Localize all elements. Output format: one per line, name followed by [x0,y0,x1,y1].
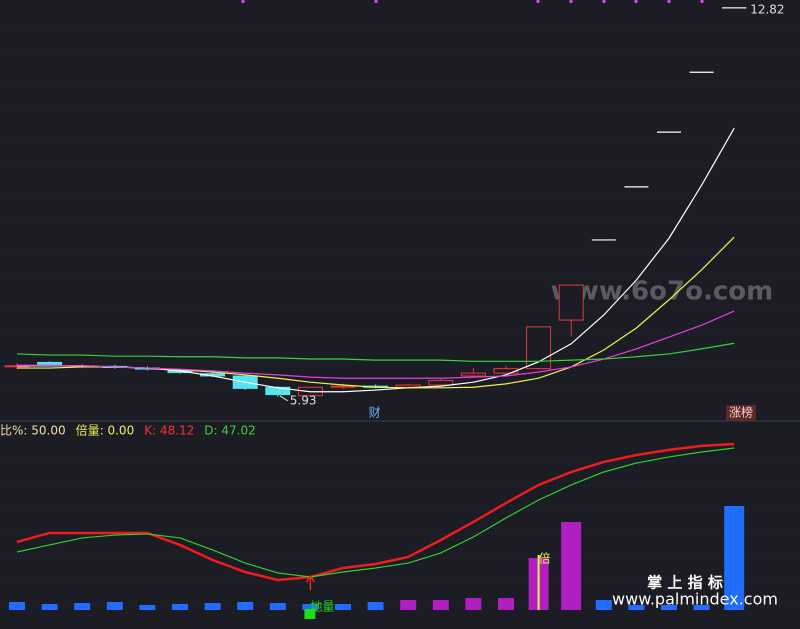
bar [561,522,582,610]
up-arrow [305,575,316,590]
marker-zhangbang: 涨榜 [729,405,753,420]
bar [9,602,25,610]
bar [172,604,188,610]
bar [269,603,286,610]
price-annotation: 12.82 [750,2,784,16]
bar [41,604,58,610]
kd-line [16,442,735,582]
top-dot [569,0,573,3]
bar [724,506,745,610]
watermark: www.6o7o.com [551,277,773,307]
bar [595,600,612,610]
bar [432,600,449,610]
bar [335,604,351,610]
watermark-cn: 掌 上 指 标 [647,574,723,592]
bar [661,605,677,610]
bar [465,598,482,610]
watermark-url: www.palmindex.com [612,590,778,609]
bar [302,604,319,610]
annot-arrow [279,395,289,402]
top-dot [374,0,378,3]
marker-bg [726,405,756,421]
bar [139,605,156,610]
legend-entry: 比%: 50.00 [0,424,66,438]
top-dot [241,0,245,3]
kd-line [16,447,735,578]
marker-bei: 倍 [539,551,551,566]
ma-line [17,310,735,379]
marker-cai: 财 [369,406,381,420]
top-dot [602,0,606,3]
bar [367,602,384,610]
bar [693,605,710,610]
top-dot [634,0,638,3]
candle-body [493,368,519,374]
bar [74,603,91,610]
legend-entry: 倍量: 0.00 [76,423,135,438]
top-dot [700,0,704,3]
candle-body [460,372,486,377]
candle-body [330,385,356,388]
ma-line [16,342,735,362]
bar [204,603,221,610]
candle-body [558,284,584,321]
bar [498,598,514,610]
legend-entry: D: 47.02 [204,424,255,438]
dilang-box [304,609,316,619]
top-dot [536,0,540,3]
price-annotation: 5.93 [290,393,317,407]
bar [237,602,254,610]
bar [106,602,123,610]
top-dot [667,0,671,3]
candle-body [428,379,454,386]
bar [628,605,645,610]
legend-entry: K: 48.12 [144,424,194,438]
bar [400,600,417,610]
marker-diliang: 地量 [310,600,334,614]
